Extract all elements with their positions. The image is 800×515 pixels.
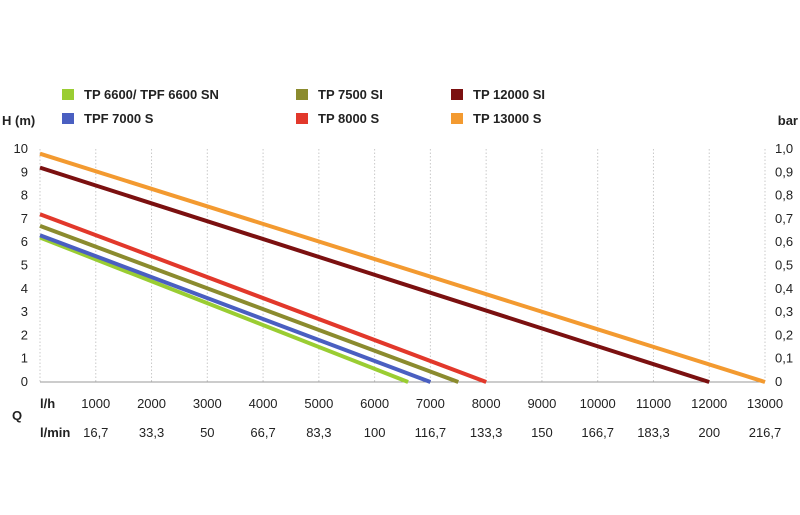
x-tick-label-lmin: 100 [364, 425, 386, 440]
y-right-tick-label: 0,2 [775, 327, 793, 342]
legend-label: TP 6600/ TPF 6600 SN [84, 87, 219, 102]
series-line [39, 233, 432, 384]
y-left-tick-label: 2 [21, 327, 28, 342]
x-axis-title: Q [12, 408, 22, 423]
grid-lines [39, 149, 766, 382]
x-tick-label-lh: 1000 [81, 396, 110, 411]
legend-swatch [62, 89, 74, 100]
legend-swatch [451, 89, 463, 100]
y-right-tick-label: 0,1 [775, 351, 793, 366]
x-tick-label-lh: 11000 [636, 396, 671, 411]
y-right-tick-label: 0,5 [775, 258, 793, 273]
y-left-tick-label: 0 [21, 374, 28, 389]
x-tick-label-lmin: 50 [200, 425, 214, 440]
x-tick-label-lh: 12000 [691, 396, 727, 411]
y-right-tick-label: 0 [775, 374, 782, 389]
y-right-tick-label: 0,6 [775, 234, 793, 249]
y-left-tick-label: 7 [21, 211, 28, 226]
x-tick-label-lmin: 200 [698, 425, 720, 440]
x-tick-label-lh: 10000 [580, 396, 616, 411]
x-tick-label-lh: 7000 [416, 396, 445, 411]
x-row-lmin-unit: l/min [40, 425, 70, 440]
y-left-tick-label: 4 [21, 281, 28, 296]
series-line [39, 224, 459, 384]
x-tick-label-lmin: 83,3 [306, 425, 331, 440]
x-tick-label-lh: 9000 [527, 396, 556, 411]
y-right-tick-label: 1,0 [775, 141, 793, 156]
legend-label: TPF 7000 S [84, 111, 154, 126]
legend-label: TP 13000 S [473, 111, 542, 126]
y-left-tick-label: 9 [21, 164, 28, 179]
y-left-tick-label: 3 [21, 304, 28, 319]
y-right-tick-label: 0,9 [775, 164, 793, 179]
series-line [39, 165, 710, 384]
y-left-axis-title: H (m) [2, 113, 35, 128]
x-tick-label-lh: 3000 [193, 396, 222, 411]
x-tick-label-lmin: 183,3 [637, 425, 670, 440]
legend-label: TP 7500 SI [318, 87, 383, 102]
y-left-tick-label: 5 [21, 258, 28, 273]
y-left-tick-label: 1 [21, 351, 28, 366]
y-left-tick-label: 8 [21, 188, 28, 203]
y-right-tick-label: 0,8 [775, 188, 793, 203]
x-tick-label-lmin: 66,7 [250, 425, 275, 440]
x-tick-label-lmin: 150 [531, 425, 553, 440]
legend-swatch [451, 113, 463, 124]
legend-label: TP 8000 S [318, 111, 380, 126]
y-right-tick-label: 0,3 [775, 304, 793, 319]
y-left-tick-label: 6 [21, 234, 28, 249]
x-tick-label-lh: 13000 [747, 396, 783, 411]
x-tick-label-lmin: 33,3 [139, 425, 164, 440]
y-right-tick-label: 0,4 [775, 281, 793, 296]
x-tick-label-lmin: 16,7 [83, 425, 108, 440]
x-tick-label-lmin: 166,7 [581, 425, 614, 440]
legend-swatch [296, 89, 308, 100]
series-line [39, 235, 409, 384]
x-tick-label-lh: 5000 [304, 396, 333, 411]
series-lines [39, 151, 766, 384]
legend: TP 6600/ TPF 6600 SN TP 7500 SI TP 12000 S… [62, 87, 545, 126]
x-tick-label-lh: 4000 [249, 396, 278, 411]
axes: 01234567891000,10,20,30,40,50,60,70,80,9… [2, 113, 798, 440]
x-tick-label-lh: 6000 [360, 396, 389, 411]
x-tick-label-lmin: 116,7 [415, 425, 447, 440]
x-tick-label-lmin: 133,3 [470, 425, 503, 440]
x-tick-label-lh: 8000 [472, 396, 501, 411]
series-line [39, 212, 487, 384]
y-right-tick-label: 0,7 [775, 211, 793, 226]
y-left-tick-label: 10 [14, 141, 28, 156]
y-right-axis-title: bar [778, 113, 798, 128]
legend-label: TP 12000 SI [473, 87, 545, 102]
x-tick-label-lmin: 216,7 [749, 425, 782, 440]
x-tick-label-lh: 2000 [137, 396, 166, 411]
legend-swatch [62, 113, 74, 124]
legend-swatch [296, 113, 308, 124]
x-row-lh-unit: l/h [40, 396, 55, 411]
series-line [39, 151, 766, 384]
